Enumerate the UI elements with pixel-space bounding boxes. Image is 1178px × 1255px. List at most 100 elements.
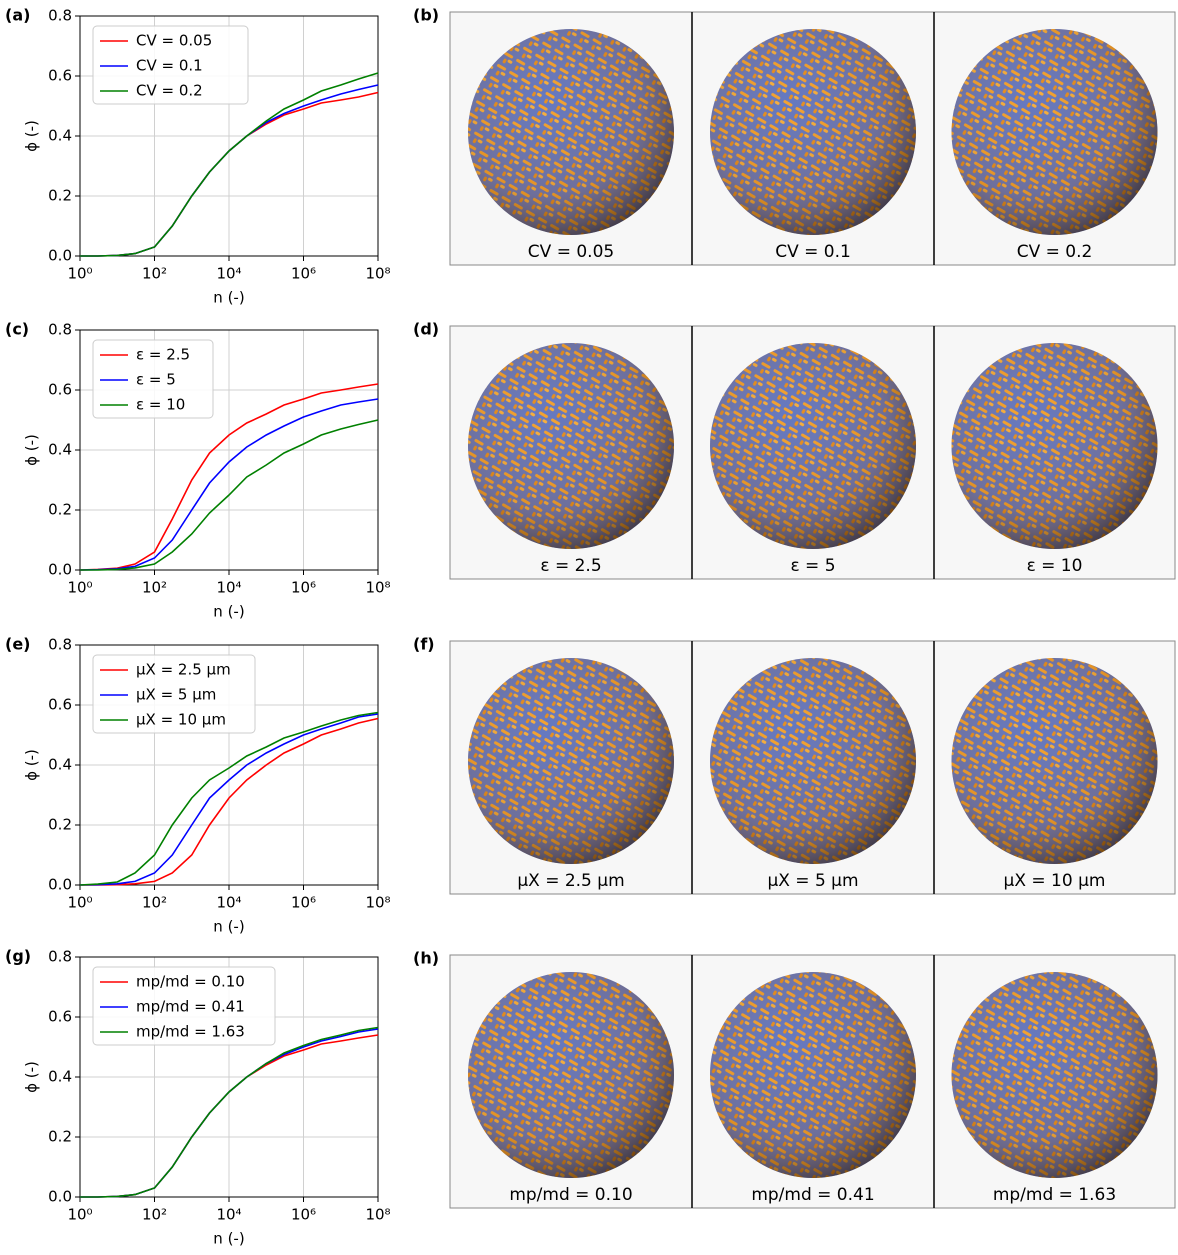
sphere-shade bbox=[710, 343, 916, 549]
image-caption: μX = 2.5 μm bbox=[517, 871, 624, 891]
legend-box bbox=[92, 654, 256, 734]
image-caption: ε = 10 bbox=[1027, 556, 1083, 576]
legend-label: mp/md = 1.63 bbox=[136, 1023, 245, 1041]
y-tick-label: 0.0 bbox=[48, 561, 72, 579]
x-axis-label: n (-) bbox=[213, 918, 244, 936]
series-line bbox=[79, 713, 379, 886]
y-tick-label: 0.6 bbox=[48, 1008, 72, 1026]
image-caption: CV = 0.05 bbox=[528, 242, 614, 262]
y-tick-label: 0.4 bbox=[48, 1068, 72, 1086]
sphere-shade bbox=[951, 29, 1158, 235]
legend-label: CV = 0.2 bbox=[136, 82, 203, 100]
x-axis-label: n (-) bbox=[213, 1230, 244, 1248]
image-caption: CV = 0.1 bbox=[775, 242, 851, 262]
image-caption: ε = 2.5 bbox=[540, 556, 601, 576]
panel-label: (a) bbox=[5, 6, 30, 25]
panel-label: (f) bbox=[413, 635, 435, 654]
x-axis-label: n (-) bbox=[213, 603, 244, 621]
plot-frame bbox=[79, 956, 379, 1198]
x-tick-label: 10⁶ bbox=[291, 894, 316, 912]
x-tick-label: 10⁸ bbox=[365, 579, 390, 597]
x-tick-label: 10⁶ bbox=[291, 579, 316, 597]
legend-label: μX = 5 μm bbox=[136, 686, 216, 704]
y-tick-label: 0.0 bbox=[48, 876, 72, 894]
x-tick-label: 10⁴ bbox=[216, 894, 241, 912]
sphere-shade bbox=[710, 29, 916, 235]
plot-frame bbox=[79, 644, 379, 886]
x-tick-label: 10⁴ bbox=[216, 265, 241, 283]
x-tick-label: 10⁴ bbox=[216, 579, 241, 597]
y-tick-label: 0.8 bbox=[48, 948, 72, 966]
x-axis-label: n (-) bbox=[213, 289, 244, 307]
y-tick-label: 0.8 bbox=[48, 321, 72, 339]
y-tick-label: 0.2 bbox=[48, 1128, 72, 1146]
legend-label: ε = 10 bbox=[136, 396, 185, 414]
series-line bbox=[80, 1026, 379, 1198]
x-tick-label: 10⁸ bbox=[365, 894, 390, 912]
series-line bbox=[80, 72, 379, 257]
legend-box bbox=[92, 339, 214, 419]
y-tick-label: 0.0 bbox=[48, 247, 72, 265]
legend-label: CV = 0.1 bbox=[136, 57, 203, 75]
plot-frame bbox=[79, 15, 379, 257]
panel-label: (e) bbox=[5, 635, 30, 654]
x-tick-label: 10⁸ bbox=[365, 265, 390, 283]
y-axis-label: ϕ (-) bbox=[23, 120, 41, 152]
sphere-shade bbox=[710, 658, 916, 864]
x-tick-label: 10⁰ bbox=[67, 1206, 92, 1224]
legend-label: mp/md = 0.41 bbox=[136, 998, 245, 1016]
y-tick-label: 0.8 bbox=[48, 636, 72, 654]
legend-label: mp/md = 0.10 bbox=[136, 973, 245, 991]
y-tick-label: 0.6 bbox=[48, 696, 72, 714]
y-tick-label: 0.2 bbox=[48, 816, 72, 834]
image-caption: μX = 5 μm bbox=[767, 871, 858, 891]
y-tick-label: 0.6 bbox=[48, 67, 72, 85]
x-tick-label: 10⁶ bbox=[291, 265, 316, 283]
legend-label: CV = 0.05 bbox=[136, 32, 212, 50]
image-caption: mp/md = 0.10 bbox=[509, 1185, 632, 1205]
image-caption: mp/md = 1.63 bbox=[993, 1185, 1116, 1205]
x-tick-label: 10⁰ bbox=[67, 579, 92, 597]
y-tick-label: 0.8 bbox=[48, 7, 72, 25]
plot-frame bbox=[79, 329, 379, 571]
y-axis-label: ϕ (-) bbox=[23, 434, 41, 466]
panel-label: (g) bbox=[5, 947, 31, 966]
legend-label: μX = 10 μm bbox=[136, 711, 226, 729]
panel-label: (d) bbox=[413, 320, 439, 339]
sphere-shade bbox=[951, 658, 1158, 864]
series-line bbox=[80, 717, 379, 886]
series-line bbox=[80, 419, 379, 571]
x-tick-label: 10⁴ bbox=[216, 1206, 241, 1224]
panel-label: (c) bbox=[5, 320, 29, 339]
legend-box bbox=[92, 25, 249, 105]
x-tick-label: 10² bbox=[142, 1206, 167, 1224]
image-caption: CV = 0.2 bbox=[1017, 242, 1093, 262]
series-line bbox=[79, 711, 379, 886]
legend-label: ε = 5 bbox=[136, 371, 176, 389]
series-line bbox=[79, 398, 379, 571]
sphere-shade bbox=[710, 972, 916, 1178]
y-tick-label: 0.4 bbox=[48, 756, 72, 774]
y-tick-label: 0.2 bbox=[48, 501, 72, 519]
sphere-shade bbox=[468, 29, 674, 235]
panel-label: (h) bbox=[413, 949, 439, 968]
sphere-shade bbox=[468, 343, 674, 549]
x-tick-label: 10² bbox=[142, 894, 167, 912]
y-tick-label: 0.0 bbox=[48, 1188, 72, 1206]
y-axis-label: ϕ (-) bbox=[23, 749, 41, 781]
sphere-shade bbox=[951, 343, 1158, 549]
y-tick-label: 0.2 bbox=[48, 187, 72, 205]
legend-label: μX = 2.5 μm bbox=[136, 661, 231, 679]
y-tick-label: 0.6 bbox=[48, 381, 72, 399]
sphere-shade bbox=[468, 972, 674, 1178]
panel-label: (b) bbox=[413, 6, 439, 25]
y-axis-label: ϕ (-) bbox=[23, 1061, 41, 1093]
x-tick-label: 10⁰ bbox=[67, 894, 92, 912]
image-caption: mp/md = 0.41 bbox=[751, 1185, 874, 1205]
image-caption: μX = 10 μm bbox=[1004, 871, 1106, 891]
sphere-shade bbox=[468, 658, 674, 864]
x-tick-label: 10⁰ bbox=[67, 265, 92, 283]
legend-box bbox=[92, 966, 276, 1046]
series-line bbox=[79, 383, 379, 571]
